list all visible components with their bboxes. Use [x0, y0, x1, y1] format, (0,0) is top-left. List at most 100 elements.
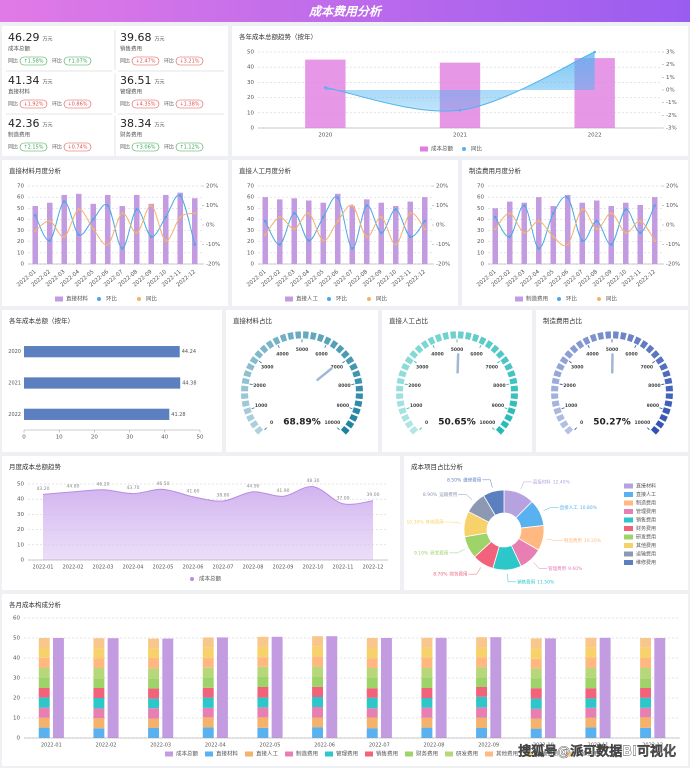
- kpi-tag-name: 环比: [164, 58, 174, 65]
- gauge-segment: [340, 350, 350, 359]
- y2-tick-label: 0%: [666, 88, 675, 94]
- slice-label: 直接材料: [533, 478, 551, 485]
- gauge-segment: [434, 333, 443, 343]
- bar: [651, 197, 658, 264]
- bar: [392, 206, 399, 264]
- bar: [75, 193, 82, 264]
- legend-swatch: [624, 534, 633, 540]
- y-tick-label: 0: [251, 262, 255, 268]
- legend-label: 成本总额: [176, 750, 199, 758]
- bar: [435, 637, 447, 738]
- data-label: 44.90: [247, 483, 260, 489]
- gauge-segment: [310, 332, 317, 340]
- point: [164, 239, 168, 242]
- y2-tick-label: 3%: [666, 50, 675, 56]
- legend-swatch: [624, 500, 633, 506]
- point: [609, 212, 613, 215]
- gauge-segment: [340, 426, 350, 435]
- bar: [148, 203, 155, 264]
- gauge-tick-label: 4000: [586, 352, 599, 358]
- gauge-segment: [559, 356, 569, 365]
- kpi-value: 41.34: [8, 74, 40, 87]
- point: [336, 196, 340, 199]
- area: [43, 486, 373, 560]
- chart-title: 各年成本总额趋势（按年）: [239, 32, 317, 41]
- gauge-segment: [659, 362, 668, 371]
- bar: [305, 59, 346, 128]
- bar-segment: [585, 707, 597, 718]
- gauge-segment: [295, 331, 301, 339]
- y2-tick-label: 2%: [666, 62, 675, 68]
- gauge-tick: [277, 344, 280, 349]
- data-label: 41.90: [277, 488, 290, 494]
- gauge-segment: [556, 413, 565, 422]
- gauge-segment: [352, 407, 361, 415]
- gauge-segment: [249, 356, 259, 365]
- legend-label: 运输费用: [636, 551, 656, 558]
- point: [508, 212, 512, 215]
- bar-segment: [202, 657, 214, 668]
- y-tick-label: 10: [13, 716, 20, 722]
- point: [394, 243, 398, 246]
- leader-line: [533, 562, 548, 569]
- legend-label: 成本总额: [431, 145, 454, 153]
- legend-swatch: [367, 297, 371, 301]
- point: [62, 200, 66, 203]
- bar-segment: [257, 636, 269, 647]
- legend-label: 维修费用: [636, 559, 656, 566]
- gauge-tick: [324, 344, 327, 349]
- point: [580, 208, 584, 211]
- bar-segment: [202, 727, 214, 738]
- gauge-tick: [406, 407, 410, 410]
- point: [551, 212, 555, 215]
- y-tick-label: 40: [17, 497, 24, 503]
- slice-label: 财务费用: [450, 571, 468, 578]
- bar-segment: [640, 697, 652, 708]
- x-tick-label: 2022-06: [314, 743, 335, 749]
- kpi-label: 销售费用: [120, 45, 142, 53]
- gauge-tick-label: 3000: [416, 365, 429, 371]
- point: [350, 204, 354, 207]
- point: [551, 235, 555, 238]
- kpi-value: 42.36: [8, 117, 40, 130]
- gauge-needle: [316, 367, 333, 382]
- bar-segment: [640, 678, 652, 688]
- kpi-unit: 万元: [43, 123, 53, 129]
- bar-segment: [530, 728, 542, 738]
- gauge-segment: [442, 332, 449, 340]
- area: [325, 52, 595, 112]
- bar-segment: [38, 648, 50, 658]
- bar-segment: [366, 708, 378, 718]
- point: [408, 212, 412, 215]
- point: [135, 231, 139, 235]
- leader-line: [547, 538, 563, 541]
- donut-slice: [483, 489, 505, 516]
- y-tick-label: 60: [17, 195, 24, 201]
- bar-segment: [148, 638, 160, 649]
- gauge-tick: [337, 427, 340, 431]
- gauge-segment: [495, 350, 505, 359]
- bar-segment: [312, 717, 324, 728]
- bar: [162, 638, 174, 738]
- kpi-label: 直接材料: [8, 88, 31, 96]
- gauge-segment: [335, 344, 345, 354]
- bar-segment: [312, 677, 324, 687]
- gauge-segment: [507, 370, 516, 378]
- header-title: 成本费用分析: [308, 5, 383, 19]
- slice-label: 制造费用: [564, 537, 582, 544]
- point: [263, 233, 267, 237]
- gauge-tick-label: 1000: [255, 403, 268, 409]
- gauge-segment: [355, 385, 363, 392]
- bar: [544, 638, 556, 738]
- bar-segment: [585, 688, 597, 699]
- kpi-label: 财务费用: [120, 131, 142, 139]
- x-tick-label: 2022-03: [93, 565, 114, 571]
- bar-segment: [640, 717, 652, 728]
- bar-segment: [476, 637, 488, 648]
- gauge-tick: [587, 344, 590, 349]
- kpi-tag-value: ↓4.35%: [135, 102, 155, 108]
- bar: [334, 193, 341, 264]
- gauge-segment: [569, 344, 579, 354]
- bar-segment: [530, 638, 542, 649]
